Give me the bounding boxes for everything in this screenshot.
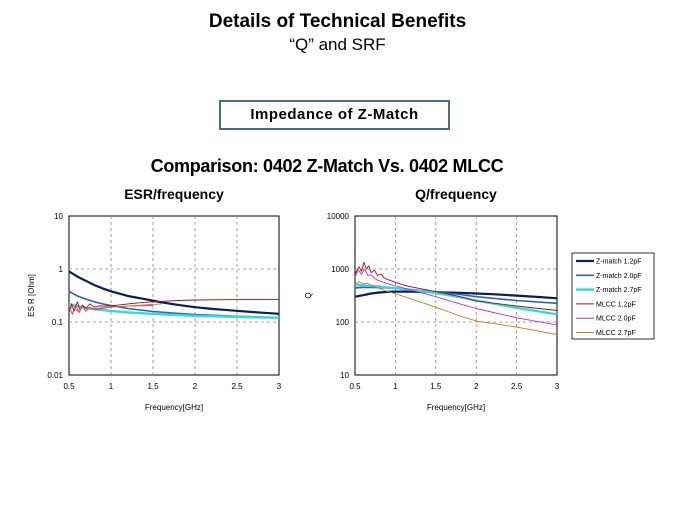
chart-1-x-tick-label: 2 <box>474 382 479 391</box>
legend-label-0: Z-match 1.2pF <box>596 259 642 266</box>
chart-1-y-tick-label: 10000 <box>327 212 350 221</box>
chart-1-x-tick-label: 3 <box>555 382 560 391</box>
chart-1-y-tick-label: 100 <box>336 318 350 327</box>
chart-0-plot-area <box>68 215 280 376</box>
legend-label-2: Z-match 2.7pF <box>596 287 642 294</box>
chart-1-x-tick-label: 0.5 <box>349 382 361 391</box>
chart-0-y-tick-label: 0.1 <box>52 318 64 327</box>
chart-1-series-4-line <box>354 268 558 326</box>
chart-1-series-5-line <box>354 281 558 335</box>
chart-1-y-tick-label: 10 <box>340 371 349 380</box>
chart-1-x-tick-label: 1.5 <box>430 382 442 391</box>
chart-1-x-tick-label: 1 <box>393 382 398 391</box>
chart-0-x-tick-label: 2 <box>193 382 198 391</box>
chart-1-y-axis-label: Q <box>304 292 313 298</box>
chart-0-series-0-line <box>68 270 280 315</box>
slide-subtitle: “Q” and SRF <box>289 35 386 54</box>
legend-label-3: MLCC 1.2pF <box>596 301 636 308</box>
chart-0-y-axis-label: ES R [Ohm] <box>27 274 36 317</box>
chart-0-y-tick-label: 10 <box>54 212 63 221</box>
chart-0-x-axis-label: Frequency[GHz] <box>145 403 203 412</box>
chart-0-series-3-line <box>68 299 279 313</box>
chart-1-title: Q/frequency <box>415 186 497 202</box>
legend-label-4: MLCC 2.0pF <box>596 316 636 323</box>
chart-0-title: ESR/frequency <box>124 186 224 202</box>
legend-label-5: MLCC 2.7pF <box>596 330 636 337</box>
impedance-label-box: Impedance of Z-Match <box>219 100 450 130</box>
chart-1-series-3-line <box>354 261 558 311</box>
chart-0-y-tick-label: 0.01 <box>47 371 63 380</box>
comparison-heading: Comparison: 0402 Z-Match Vs. 0402 MLCC <box>150 156 504 176</box>
legend-label-1: Z-match 2.0pF <box>596 273 642 280</box>
chart-1-y-tick-label: 1000 <box>331 265 349 274</box>
chart-0-x-tick-label: 1.5 <box>147 382 159 391</box>
chart-0-x-tick-label: 0.5 <box>63 382 75 391</box>
chart-0-y-tick-label: 1 <box>59 265 64 274</box>
chart-0-x-tick-label: 3 <box>277 382 282 391</box>
chart-1-x-tick-label: 2.5 <box>511 382 523 391</box>
chart-legend-box <box>571 252 655 340</box>
slide-title: Details of Technical Benefits <box>208 11 467 32</box>
chart-0-series-5-line <box>68 303 162 312</box>
chart-1-x-axis-label: Frequency[GHz] <box>427 403 485 412</box>
chart-0-x-tick-label: 2.5 <box>231 382 243 391</box>
chart-0-x-tick-label: 1 <box>109 382 114 391</box>
